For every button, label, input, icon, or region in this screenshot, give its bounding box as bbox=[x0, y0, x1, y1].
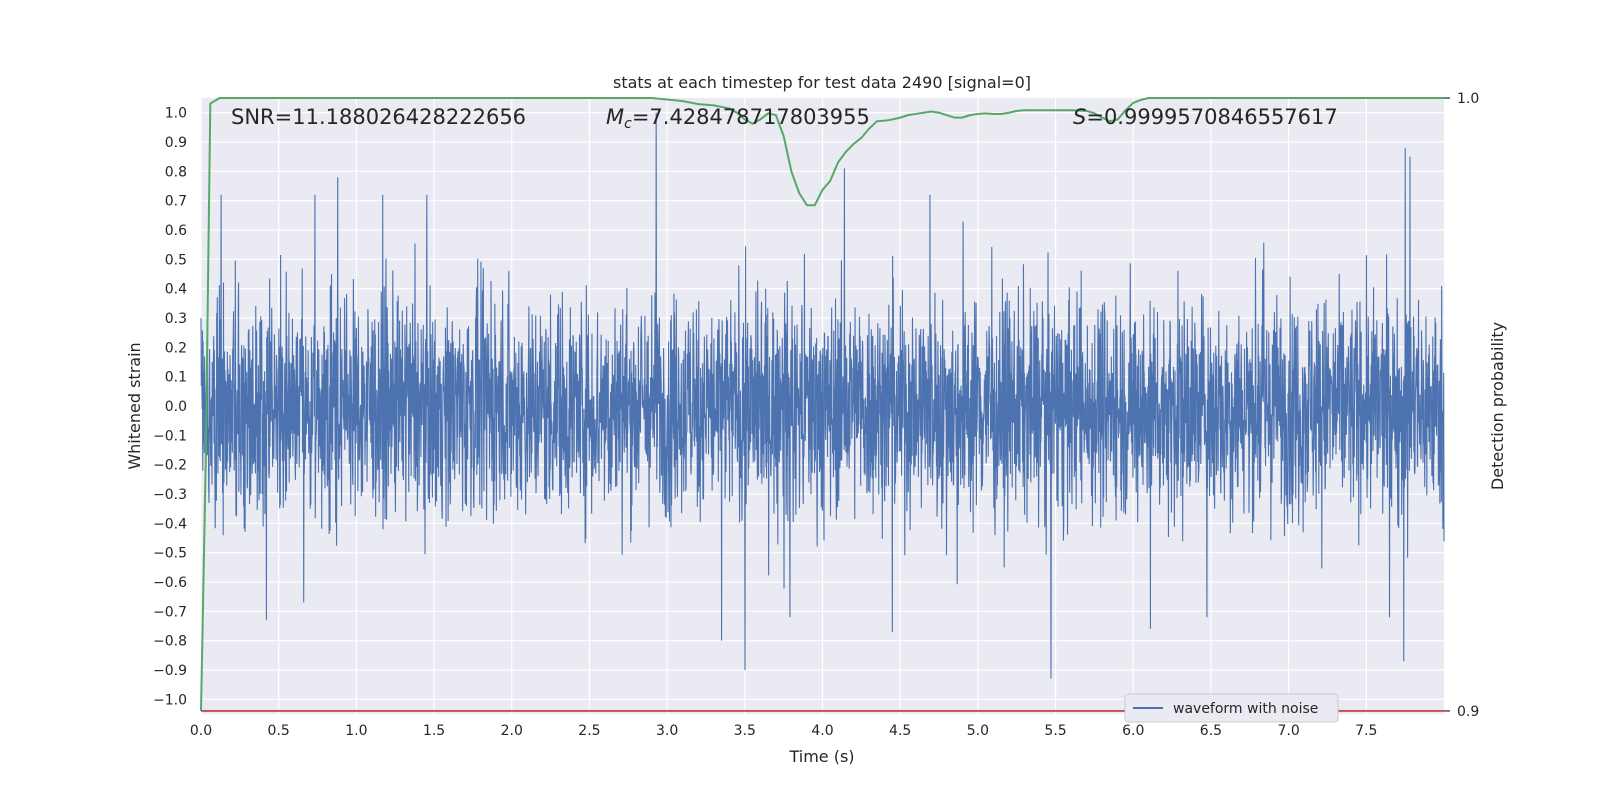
x-tick-label: 2.5 bbox=[578, 723, 600, 739]
y-tick-label: −0.5 bbox=[153, 546, 187, 562]
y2-tick-label: 1.0 bbox=[1457, 91, 1479, 107]
waveform-line bbox=[200, 112, 1445, 679]
x-tick-label: 1.0 bbox=[345, 723, 367, 739]
chirp-mass-subscript: c bbox=[624, 116, 632, 132]
y-tick-label: −0.2 bbox=[153, 458, 187, 474]
x-axis-label: Time (s) bbox=[788, 747, 854, 766]
x-tick-label: 7.5 bbox=[1355, 723, 1377, 739]
x-tick-label: 1.5 bbox=[423, 723, 445, 739]
y-tick-label: 0.9 bbox=[165, 135, 187, 151]
y-tick-label: −0.8 bbox=[153, 634, 187, 650]
y-tick-label: 0.7 bbox=[165, 194, 187, 210]
x-ticks: 0.0 0.5 1.0 1.5 2.0 2.5 3.0 3.5 4.0 4.5 5.0 5.5 6.0 6… bbox=[190, 723, 1378, 739]
y2-tick-label: 0.9 bbox=[1457, 704, 1479, 720]
legend-label: waveform with noise bbox=[1173, 701, 1318, 717]
y2-ticks: 1.0 0.9 bbox=[1444, 91, 1479, 720]
y2-axis-label: Detection probability bbox=[1488, 322, 1507, 490]
y-tick-label: 1.0 bbox=[165, 106, 187, 122]
chirp-mass-value: =7.428478717803955 bbox=[632, 105, 870, 129]
chart-title: stats at each timestep for test data 249… bbox=[613, 73, 1031, 92]
x-tick-label: 4.0 bbox=[811, 723, 833, 739]
y-tick-label: 0.2 bbox=[165, 340, 187, 356]
x-tick-label: 2.0 bbox=[501, 723, 523, 739]
y-tick-label: 0.6 bbox=[165, 223, 187, 239]
y-axis-label: Whitened strain bbox=[125, 342, 144, 469]
x-tick-label: 0.0 bbox=[190, 723, 212, 739]
snr-annotation: SNR=11.188026428222656 bbox=[231, 105, 526, 129]
x-tick-label: 6.5 bbox=[1200, 723, 1222, 739]
x-tick-label: 4.5 bbox=[889, 723, 911, 739]
x-tick-label: 5.0 bbox=[967, 723, 989, 739]
x-tick-label: 5.5 bbox=[1044, 723, 1066, 739]
y-ticks: 1.0 0.9 0.8 0.7 0.6 0.5 0.4 0.3 0.2 0.1 0.0 −0.1 −0.… bbox=[153, 106, 187, 709]
x-tick-label: 7.0 bbox=[1277, 723, 1299, 739]
s-symbol: S bbox=[1073, 105, 1086, 129]
x-tick-label: 3.0 bbox=[656, 723, 678, 739]
y-tick-label: 0.3 bbox=[165, 311, 187, 327]
y-tick-label: 0.8 bbox=[165, 164, 187, 180]
y-tick-label: −0.4 bbox=[153, 516, 187, 532]
y-tick-label: 0.1 bbox=[165, 370, 187, 386]
legend-box bbox=[1124, 693, 1339, 723]
y-tick-label: −0.1 bbox=[153, 428, 187, 444]
chirp-mass-annotation: Mc=7.428478717803955 bbox=[606, 105, 870, 132]
y-tick-label: 0.4 bbox=[165, 282, 187, 298]
s-value: =0.9999570846557617 bbox=[1086, 105, 1337, 129]
x-tick-label: 3.5 bbox=[734, 723, 756, 739]
legend: waveform with noise bbox=[1124, 693, 1339, 723]
y-tick-label: −0.6 bbox=[153, 575, 187, 591]
x-tick-label: 6.0 bbox=[1122, 723, 1144, 739]
chirp-mass-symbol: M bbox=[606, 105, 624, 129]
y-tick-label: −0.9 bbox=[153, 663, 187, 679]
waveform-series bbox=[200, 112, 1445, 679]
probability-line bbox=[200, 97, 1444, 711]
y-tick-label: 0.0 bbox=[165, 399, 187, 415]
probability-series bbox=[200, 97, 1444, 711]
y-tick-label: −1.0 bbox=[153, 692, 187, 708]
y-tick-label: 0.5 bbox=[165, 252, 187, 268]
x-tick-label: 0.5 bbox=[268, 723, 290, 739]
y-tick-label: −0.7 bbox=[153, 604, 187, 620]
y-tick-label: −0.3 bbox=[153, 487, 187, 503]
s-annotation: S=0.9999570846557617 bbox=[1073, 105, 1338, 129]
